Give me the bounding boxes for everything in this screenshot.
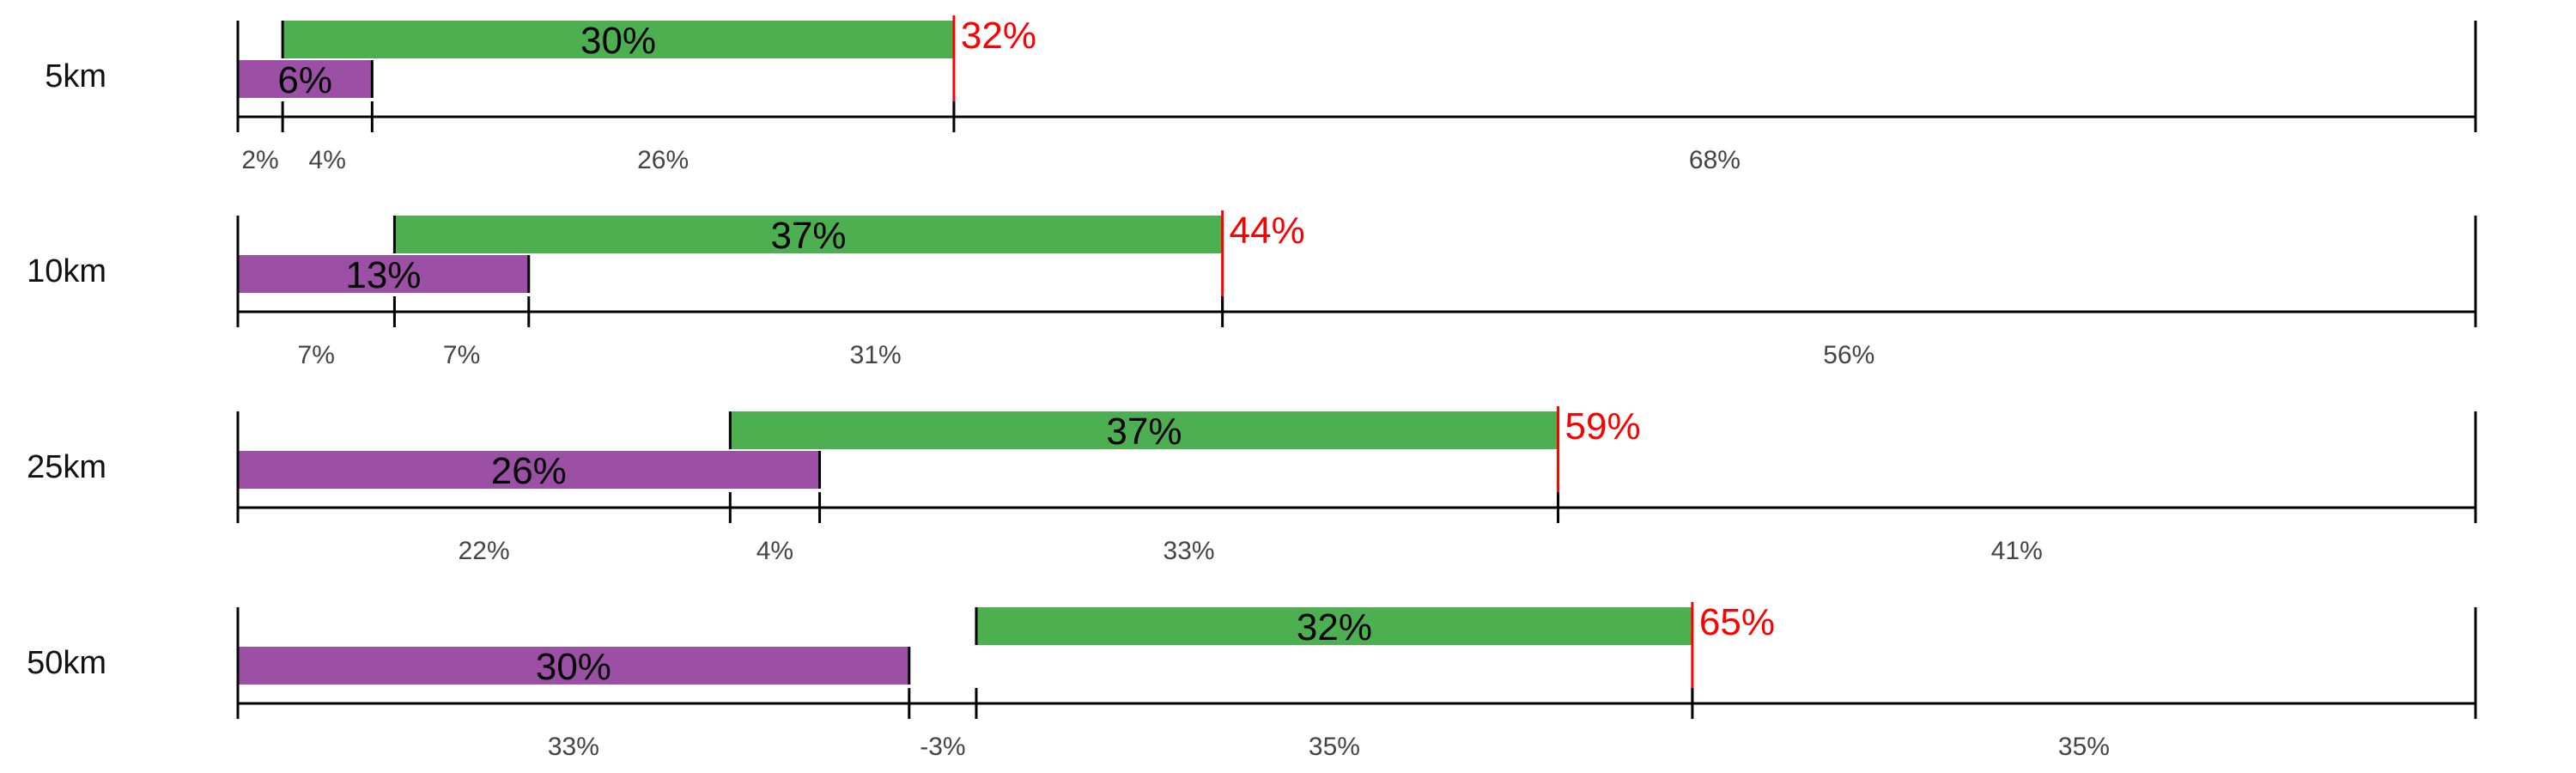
row-label: 50km — [27, 645, 106, 681]
green-bar-label: 30% — [580, 20, 656, 62]
total-label: 65% — [1699, 601, 1775, 643]
segment-label: 26% — [637, 146, 689, 174]
green-bar-label: 32% — [1297, 606, 1372, 648]
segment-label: 4% — [309, 146, 346, 174]
green-bar-label: 37% — [770, 215, 846, 257]
segment-label: 35% — [2058, 733, 2110, 761]
purple-bar-label: 13% — [345, 254, 421, 296]
segment-label: 31% — [850, 341, 902, 369]
segment-label: 4% — [756, 537, 793, 565]
green-bar — [730, 411, 1558, 449]
purple-bar-label: 6% — [277, 59, 332, 101]
segment-label: 22% — [459, 537, 510, 565]
segment-label: 7% — [298, 341, 335, 369]
green-bar — [394, 216, 1223, 253]
green-bar — [283, 21, 954, 58]
row-label: 10km — [27, 253, 106, 289]
segment-label: 33% — [548, 733, 599, 761]
segment-label: 41% — [1991, 537, 2043, 565]
purple-bar — [238, 255, 529, 293]
segment-label: 2% — [241, 146, 278, 174]
purple-bar — [238, 647, 909, 685]
segment-label: 68% — [1689, 146, 1741, 174]
green-bar — [975, 607, 1692, 645]
purple-bar — [238, 451, 820, 489]
total-label: 44% — [1230, 210, 1305, 252]
purple-bar — [238, 60, 373, 98]
segment-label: 7% — [443, 341, 480, 369]
total-label: 59% — [1565, 405, 1641, 447]
row-label: 25km — [27, 449, 106, 485]
segment-label: 35% — [1309, 733, 1360, 761]
green-bar-label: 37% — [1106, 411, 1182, 453]
purple-bar-label: 30% — [536, 646, 611, 688]
row-label: 5km — [45, 58, 106, 94]
total-label: 32% — [961, 15, 1036, 57]
segment-label: 33% — [1163, 537, 1215, 565]
segment-label: -3% — [920, 733, 965, 761]
segment-label: 56% — [1823, 341, 1874, 369]
purple-bar-label: 26% — [491, 450, 567, 492]
